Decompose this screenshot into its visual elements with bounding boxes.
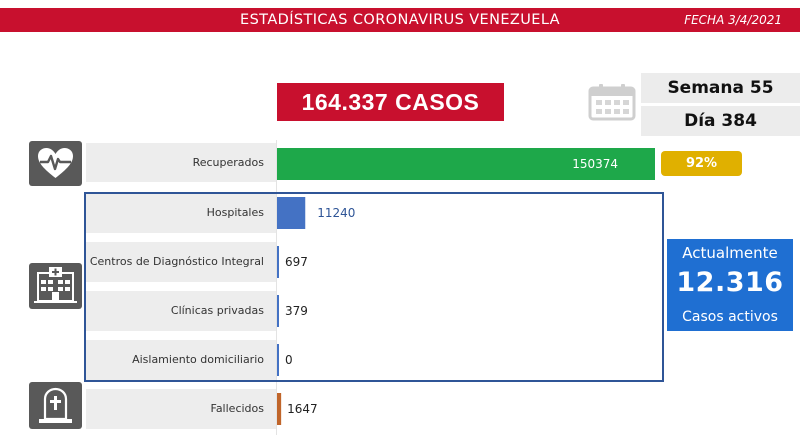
row-bg-clinicas <box>86 291 276 331</box>
value-label-centros: 697 <box>285 255 308 269</box>
label-fallecidos: Fallecidos <box>210 402 265 415</box>
active-cases-heading: Actualmente <box>682 244 778 262</box>
day-box: Día 384 <box>641 106 800 136</box>
row-bg-fallecidos <box>86 389 276 429</box>
value-label-fallecidos: 1647 <box>287 402 318 416</box>
axis-line <box>276 140 277 435</box>
tombstone-icon <box>29 382 82 429</box>
header-bar: ESTADÍSTICAS CORONAVIRUS VENEZUELA FECHA… <box>0 8 800 32</box>
active-cases-frame <box>84 192 664 382</box>
active-cases-value: 12.316 <box>676 267 784 298</box>
week-box: Semana 55 <box>641 73 800 103</box>
bar-fallecidos <box>277 393 282 425</box>
bar-aislamiento <box>277 344 279 376</box>
heart-pulse-icon <box>29 141 82 186</box>
bar-centros <box>277 246 279 278</box>
bar-clinicas <box>277 295 279 327</box>
value-label-hospitales: 11240 <box>317 206 355 220</box>
label-recuperados: Recuperados <box>192 156 264 169</box>
bar-hospitales <box>277 197 306 229</box>
active-cases-caption: Casos activos <box>682 309 778 325</box>
row-bg-aislamiento <box>86 340 276 380</box>
label-aislamiento: Aislamiento domiciliario <box>132 353 264 366</box>
label-centros: Centros de Diagnóstico Integral <box>89 255 264 268</box>
hospital-icon <box>29 263 82 309</box>
row-bg-recuperados <box>86 143 276 182</box>
label-hospitales: Hospitales <box>206 206 264 219</box>
row-bg-centros <box>86 242 276 282</box>
row-bg-hospitales <box>86 193 276 233</box>
report-date: FECHA 3/4/2021 <box>684 13 782 27</box>
active-cases-box: Actualmente 12.316 Casos activos <box>667 239 793 331</box>
label-clinicas: Clínicas privadas <box>170 304 264 317</box>
bar-recuperados <box>277 148 655 180</box>
value-label-recuperados: 150374 <box>572 157 618 171</box>
value-label-clinicas: 379 <box>285 304 308 318</box>
calendar-icon <box>588 83 636 121</box>
total-cases-box: 164.337 CASOS <box>277 83 504 121</box>
recovered-percent-badge: 92% <box>661 151 742 176</box>
page-title: ESTADÍSTICAS CORONAVIRUS VENEZUELA <box>240 12 560 28</box>
value-label-aislamiento: 0 <box>285 353 293 367</box>
